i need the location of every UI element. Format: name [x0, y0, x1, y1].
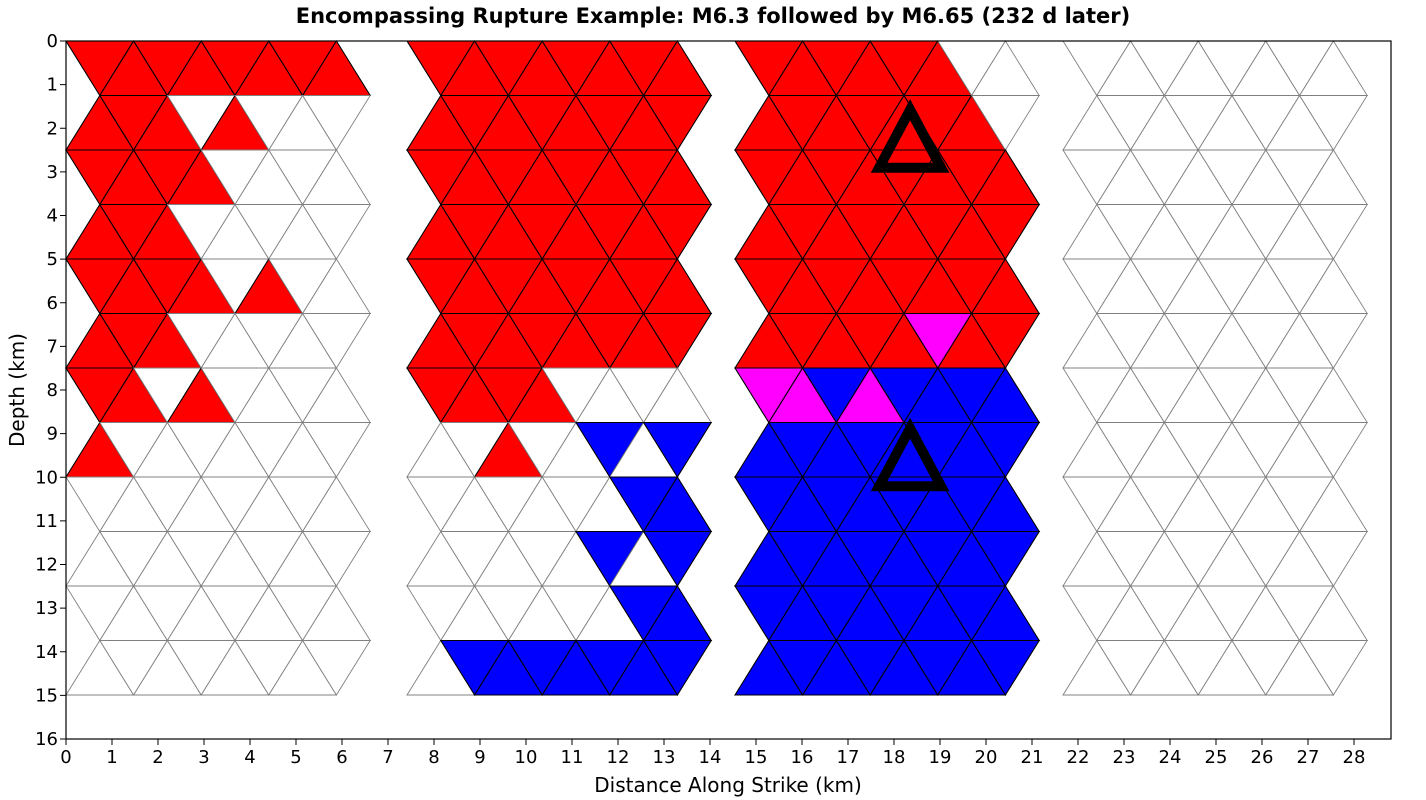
mesh-cell-first-rupture — [642, 312, 713, 370]
y-tick-label: 3 — [47, 162, 58, 183]
hypocenter-markers — [870, 99, 950, 492]
x-tick-label: 26 — [1251, 747, 1274, 768]
hypocenter-marker — [870, 417, 950, 492]
x-tick-label: 14 — [699, 747, 722, 768]
y-tick-label: 12 — [35, 555, 58, 576]
x-tick-label: 19 — [929, 747, 952, 768]
y-tick-label: 16 — [35, 729, 58, 750]
mesh-cell-second-rupture — [970, 530, 1041, 588]
mesh-cell — [1298, 422, 1369, 478]
y-tick-label: 4 — [47, 206, 58, 227]
mesh-cell-second-rupture — [970, 421, 1041, 479]
x-tick-label: 28 — [1343, 747, 1366, 768]
mesh-cell — [1298, 531, 1369, 587]
x-tick-label: 21 — [1021, 747, 1044, 768]
x-tick-label: 24 — [1159, 747, 1182, 768]
y-axis-label: Depth (km) — [5, 333, 29, 447]
mesh-cell-first-rupture — [642, 94, 713, 152]
y-tick-label: 6 — [47, 293, 58, 314]
x-tick-label: 27 — [1297, 747, 1320, 768]
mesh-cells — [65, 39, 1369, 697]
y-tick-label: 13 — [35, 598, 58, 619]
x-tick-label: 9 — [474, 747, 485, 768]
y-tick-label: 8 — [47, 380, 58, 401]
mesh-cell-second-rupture — [970, 639, 1041, 697]
x-tick-label: 2 — [152, 747, 163, 768]
x-tick-label: 18 — [883, 747, 906, 768]
x-axis-label: Distance Along Strike (km) — [594, 773, 862, 797]
x-tick-label: 11 — [561, 747, 584, 768]
y-tick-label: 5 — [47, 249, 58, 270]
x-tick-label: 6 — [336, 747, 347, 768]
hypocenter-marker — [870, 99, 950, 173]
x-tick-label: 8 — [428, 747, 439, 768]
y-tick-label: 9 — [47, 424, 58, 445]
x-tick-label: 1 — [106, 747, 117, 768]
mesh-cell — [301, 531, 372, 587]
y-tick-label: 2 — [47, 118, 58, 139]
y-tick-label: 1 — [47, 75, 58, 96]
x-tick-label: 20 — [975, 747, 998, 768]
mesh-cell — [970, 95, 1041, 151]
chart-title: Encompassing Rupture Example: M6.3 follo… — [296, 4, 1130, 28]
mesh-cell — [301, 422, 372, 478]
y-tick-label: 14 — [35, 642, 58, 663]
plot-area — [65, 39, 1392, 740]
mesh-cell-second-rupture — [642, 421, 713, 479]
mesh-cell-first-rupture — [970, 203, 1041, 261]
x-tick-label: 3 — [198, 747, 209, 768]
y-tick-label: 0 — [47, 31, 58, 52]
x-tick-label: 16 — [791, 747, 814, 768]
mesh-cell-second-rupture — [642, 639, 713, 697]
mesh-cell — [301, 640, 372, 696]
mesh-cell — [301, 95, 372, 151]
x-tick-label: 5 — [290, 747, 301, 768]
x-axis-ticks: 0 1 2 3 4 5 6 7 8 9 10 11 12 13 14 15 16 17 18 19 20 21 22 23 24… — [60, 739, 1365, 768]
x-tick-label: 15 — [745, 747, 768, 768]
x-tick-label: 12 — [607, 747, 630, 768]
mesh-cell-first-rupture — [970, 312, 1041, 370]
y-tick-label: 7 — [47, 336, 58, 357]
y-tick-label: 11 — [35, 511, 58, 532]
mesh-cell — [301, 313, 372, 369]
mesh-cell — [1298, 640, 1369, 696]
mesh-cell — [1298, 204, 1369, 260]
x-tick-label: 4 — [244, 747, 255, 768]
mesh-cell-first-rupture — [642, 203, 713, 261]
x-tick-label: 13 — [653, 747, 676, 768]
y-tick-label: 15 — [35, 685, 58, 706]
x-tick-label: 0 — [60, 747, 71, 768]
x-tick-label: 17 — [837, 747, 860, 768]
mesh-cell-second-rupture — [642, 530, 713, 588]
x-tick-label: 10 — [515, 747, 538, 768]
x-tick-label: 7 — [382, 747, 393, 768]
mesh-cell — [301, 204, 372, 260]
mesh-cell — [1298, 313, 1369, 369]
y-tick-label: 10 — [35, 467, 58, 488]
mesh-cell — [1298, 95, 1369, 151]
x-tick-label: 25 — [1205, 747, 1228, 768]
x-tick-label: 22 — [1067, 747, 1090, 768]
x-tick-label: 23 — [1113, 747, 1136, 768]
